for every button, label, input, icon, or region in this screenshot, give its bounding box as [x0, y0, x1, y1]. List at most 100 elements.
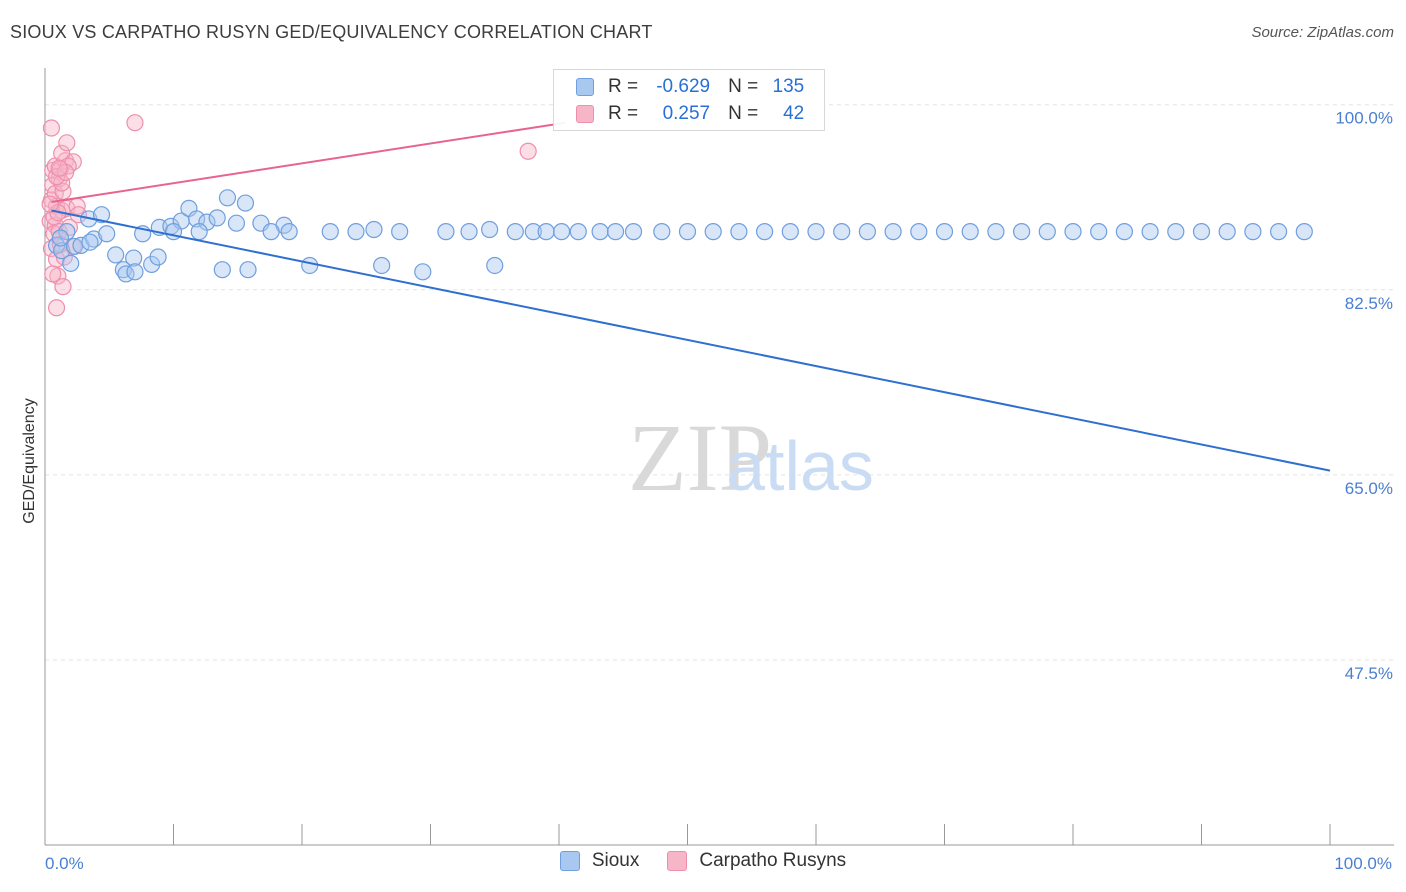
sioux-point [486, 256, 504, 275]
carpatho-point [41, 195, 59, 213]
carpatho-legend-swatch [667, 851, 688, 871]
sioux-point [1269, 223, 1288, 241]
sioux-point [460, 223, 478, 241]
sioux-point [92, 206, 111, 224]
carpatho-n-label: N = [728, 103, 759, 124]
sioux-point [218, 189, 237, 207]
sioux-point [126, 263, 144, 281]
sioux-point [704, 223, 722, 241]
sioux-point [391, 223, 409, 241]
sioux-point [239, 261, 257, 279]
grid-lines [45, 104, 1394, 661]
series-legend: Sioux Carpatho Rusyns [0, 850, 1406, 872]
y-tick-label: 47.5% [1345, 664, 1393, 683]
carpatho-legend-label: Carpatho Rusyns [699, 850, 847, 871]
sioux-point [213, 261, 231, 279]
sioux-legend-label: Sioux [591, 850, 640, 871]
sioux-point [437, 223, 455, 241]
sioux-point [1141, 223, 1159, 241]
sioux-point [1012, 223, 1031, 241]
sioux-trend-line [51, 209, 1331, 472]
y-tick-label: 100.0% [1335, 109, 1393, 128]
legend-row-sioux: R = -0.629 N = 135 [576, 74, 804, 100]
sioux-point [1192, 223, 1211, 241]
legend-item-carpatho[interactable]: Carpatho Rusyns [667, 850, 846, 872]
legend-item-sioux[interactable]: Sioux [559, 850, 640, 872]
sioux-point [414, 263, 432, 281]
sioux-legend-swatch [559, 851, 580, 871]
sioux-point [373, 256, 391, 275]
sioux-point [653, 223, 671, 241]
chart-title: SIOUX VS CARPATHO RUSYN GED/EQUIVALENCY … [10, 22, 653, 42]
carpatho-swatch [576, 105, 594, 123]
sioux-point [858, 223, 877, 241]
sioux-point [98, 225, 116, 243]
sioux-point [755, 223, 774, 241]
sioux-r-label: R = [608, 76, 639, 97]
sioux-point [884, 223, 902, 241]
sioux-point [81, 233, 99, 251]
sioux-point [208, 209, 226, 227]
sioux-point [678, 223, 697, 241]
carpatho-n-value: 42 [783, 103, 805, 124]
sioux-n-label: N = [728, 76, 759, 97]
sioux-point [321, 223, 339, 241]
sioux-point [987, 223, 1005, 241]
carpatho-trend-line [51, 121, 566, 204]
carpatho-point [47, 299, 66, 317]
carpatho-points [41, 114, 537, 317]
sioux-point [1218, 223, 1236, 241]
stats-legend: R = -0.629 N = 135 R = 0.257 N = 42 [553, 69, 825, 131]
sioux-point [125, 249, 143, 267]
sioux-point [53, 242, 71, 260]
trend-lines [51, 121, 1331, 472]
sioux-point [552, 223, 571, 241]
sioux-point [730, 223, 748, 241]
carpatho-point [519, 142, 537, 160]
y-tick-label: 82.5% [1345, 294, 1393, 313]
sioux-point [1090, 223, 1108, 241]
sioux-point [301, 256, 319, 275]
sioux-point [481, 220, 499, 239]
sioux-point [107, 246, 125, 264]
sioux-point [591, 223, 609, 241]
sioux-point [961, 223, 979, 241]
sioux-point [227, 214, 246, 232]
sioux-point [537, 223, 555, 241]
sioux-point [58, 223, 76, 241]
sioux-point [236, 194, 255, 212]
y-axis-label: GED/Equivalency [21, 398, 38, 523]
sioux-point [1064, 223, 1082, 241]
carpatho-point [50, 159, 68, 177]
sioux-point [280, 223, 298, 241]
carpatho-r-value: 0.257 [662, 103, 711, 124]
sioux-point [347, 223, 365, 241]
carpatho-point [42, 119, 61, 137]
sioux-point [190, 223, 208, 241]
sioux-point [506, 223, 524, 241]
carpatho-point [58, 134, 76, 152]
carpatho-point [54, 278, 72, 296]
sioux-point [1295, 223, 1313, 241]
sioux-point [1167, 223, 1185, 241]
sioux-points [47, 189, 1313, 283]
sioux-n-value: 135 [772, 76, 805, 97]
sioux-point [935, 223, 954, 241]
y-tick-labels: 47.5% 65.0% 82.5% 100.0% [1335, 109, 1393, 683]
watermark-zip: ZIP [628, 404, 772, 511]
legend-row-carpatho: R = 0.257 N = 42 [576, 101, 804, 127]
sioux-point [606, 223, 625, 241]
sioux-point [781, 223, 799, 241]
x-tick-label-min: 0.0% [45, 854, 84, 873]
sioux-point [807, 223, 825, 241]
carpatho-r-label: R = [608, 103, 639, 124]
sioux-point [1038, 223, 1056, 241]
source-credit: Source: ZipAtlas.com [1251, 24, 1394, 41]
sioux-point [188, 210, 206, 228]
sioux-point [365, 220, 383, 239]
watermark-atlas: atlas [726, 427, 874, 505]
sioux-point [262, 223, 280, 241]
sioux-point [149, 248, 167, 266]
sioux-point [1115, 223, 1134, 241]
